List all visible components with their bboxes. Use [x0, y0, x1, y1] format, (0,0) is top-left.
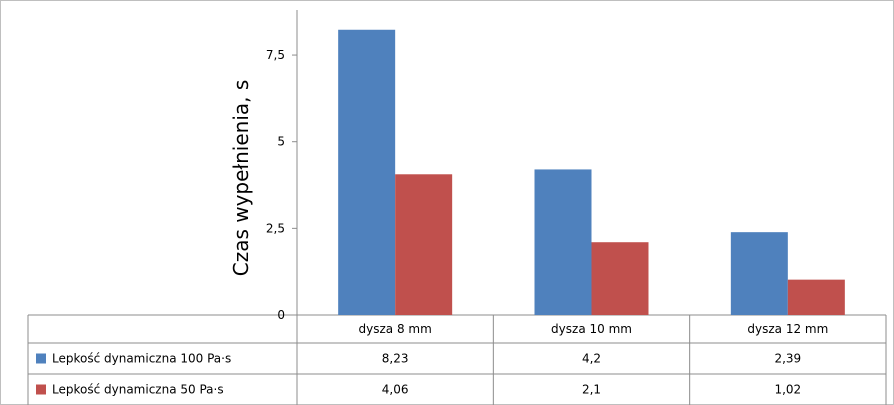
legend-label: Lepkość dynamiczna 50 Pa·s — [52, 383, 224, 397]
data-value-label: 1,02 — [774, 383, 801, 397]
data-value-label: 4,2 — [582, 352, 601, 366]
bar — [534, 169, 592, 315]
bar — [591, 242, 649, 315]
bars — [338, 29, 845, 316]
category-label: dysza 12 mm — [747, 322, 828, 336]
axes: 0 2,5 5 7,5 — [266, 10, 298, 322]
y-tick-label: 7,5 — [266, 48, 285, 62]
legend-label: Lepkość dynamiczna 100 Pa·s — [52, 352, 231, 366]
data-table: dysza 8 mm dysza 10 mm dysza 12 mm Lepkość … — [36, 322, 828, 397]
category-label: dysza 8 mm — [359, 322, 432, 336]
data-value-label: 2,39 — [774, 352, 801, 366]
category-label: dysza 10 mm — [551, 322, 632, 336]
bar — [730, 232, 788, 315]
bar — [395, 174, 453, 315]
legend-swatch — [36, 353, 46, 364]
y-axis-title: Czas wypełnienia, s — [229, 80, 253, 277]
y-tick-label: 0 — [277, 308, 285, 322]
bar — [787, 279, 845, 315]
bar — [338, 29, 396, 316]
legend-swatch — [36, 384, 46, 395]
y-tick-label: 2,5 — [266, 221, 285, 235]
data-value-label: 8,23 — [382, 352, 409, 366]
y-tick-label: 5 — [277, 135, 285, 149]
data-value-label: 2,1 — [582, 383, 601, 397]
data-value-label: 4,06 — [382, 383, 409, 397]
